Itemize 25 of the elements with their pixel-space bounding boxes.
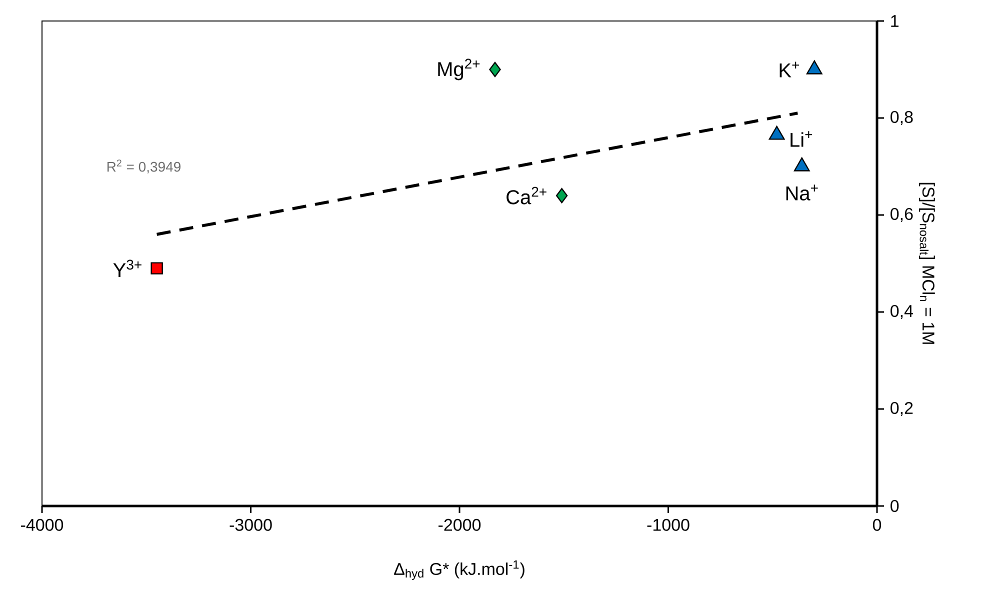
point xyxy=(768,126,785,140)
series-label: Mg$^{2+}$ xyxy=(438,58,480,80)
x-tick-label: -2000 xyxy=(438,518,481,531)
series-label: Li$^{+}$ xyxy=(790,131,812,147)
x-tick-label: -3000 xyxy=(230,518,272,531)
y-tick-label: 0,2 xyxy=(890,402,913,416)
y-tick-label: 0,6 xyxy=(890,208,913,222)
y-tick-label: 0,8 xyxy=(890,110,913,126)
y-tick-label: 1 xyxy=(891,15,898,27)
series-label: Na$^{+}$ xyxy=(786,184,818,200)
point xyxy=(806,60,822,74)
x-tick-label: -4000 xyxy=(21,518,64,531)
y-tick-label: 0,4 xyxy=(890,304,914,320)
x-tick-label: -1000 xyxy=(647,518,690,531)
annotation: R$^{2}$ = 0,3949 xyxy=(107,160,180,174)
x-tick-label: 0 xyxy=(872,518,882,531)
point xyxy=(556,188,568,204)
series-label: K$^{+}$ xyxy=(780,62,799,78)
y-tick-label: 0 xyxy=(890,500,899,512)
series-label: Y$^{3+}$ xyxy=(113,260,142,277)
point xyxy=(794,157,810,172)
series-label: Ca$^{2+}$ xyxy=(506,186,546,204)
y-axis-title: [S]/[S$_{nosalt}$] MCl$_{n}$ = 1M xyxy=(919,182,935,344)
x-axis-title: Δ$_{hyd}$ G* (kJ.mol$^{-1}$) xyxy=(394,560,524,580)
point xyxy=(150,262,163,274)
